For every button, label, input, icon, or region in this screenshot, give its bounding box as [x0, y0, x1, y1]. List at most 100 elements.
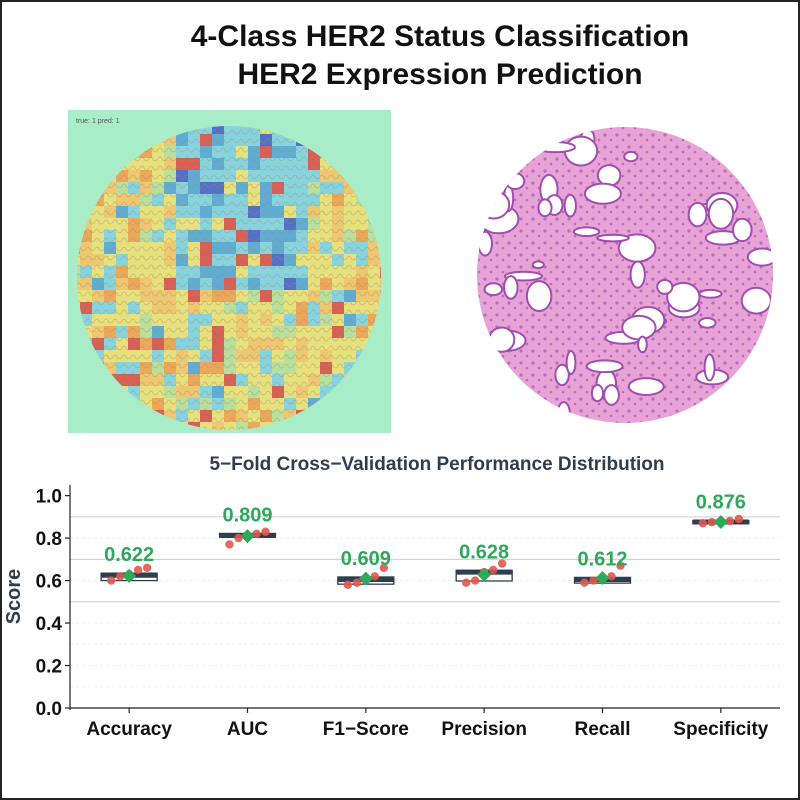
he-lumen	[531, 260, 545, 270]
he-lumen	[477, 189, 511, 220]
x-tick-label: Specificity	[673, 719, 768, 740]
fold-point	[370, 572, 380, 581]
mean-value-label: 0.628	[459, 541, 509, 563]
he-lumen	[627, 377, 665, 397]
y-tick-label: 1.0	[36, 487, 62, 508]
he-lumen	[487, 134, 509, 162]
mean-marker-4	[595, 571, 610, 586]
he-lumen	[572, 226, 601, 238]
he-lumen	[556, 401, 571, 423]
y-axis-label: Score	[3, 569, 25, 625]
figure-title-line2: HER2 Expression Prediction	[237, 58, 643, 91]
he-lumen	[698, 317, 717, 329]
fold-point	[725, 516, 735, 526]
he-lumen	[656, 278, 674, 295]
he-lumen	[629, 260, 646, 289]
mean-marker-3	[477, 567, 492, 582]
figure-title-line1: 4-Class HER2 Status Classification	[190, 20, 690, 53]
x-tick-label: Recall	[575, 719, 631, 740]
fold-point	[461, 578, 471, 587]
he-lumen	[596, 164, 622, 187]
he-lumen	[565, 350, 577, 375]
fold-point	[497, 559, 507, 568]
he-lumen	[740, 286, 772, 315]
fold-point	[225, 540, 234, 549]
he-lumen	[637, 335, 648, 354]
he-lumen	[603, 384, 620, 406]
he-lumen	[623, 150, 639, 163]
mean-value-label: 0.609	[341, 548, 391, 570]
fold-point	[580, 578, 589, 587]
fold-point	[115, 572, 125, 581]
he-lumen	[504, 172, 526, 191]
he-tissue-lumens	[477, 128, 773, 423]
fold-point	[352, 578, 362, 587]
mean-marker-5	[713, 514, 728, 529]
he-lumen	[746, 247, 773, 267]
he-lumen	[583, 182, 622, 205]
he-tissue-core	[477, 127, 773, 423]
he-lumen	[621, 314, 657, 341]
fold-point	[470, 576, 480, 585]
he-tissue-panel	[477, 127, 773, 423]
mean-marker-0	[122, 568, 137, 583]
he-lumen	[477, 198, 494, 207]
fold-point	[589, 576, 598, 585]
he-lumen	[563, 193, 577, 218]
fold-point	[234, 533, 243, 543]
mean-value-label: 0.612	[577, 548, 627, 570]
y-tick-label: 0.0	[36, 699, 62, 720]
chart-title: 5−Fold Cross−Validation Performance Dist…	[209, 454, 664, 475]
heatmap-overlay-label: true: 1 pred: 1	[76, 118, 120, 125]
cv-performance-chart: 5−Fold Cross−Validation Performance Dist…	[3, 454, 780, 740]
he-lumen	[483, 282, 504, 297]
he-lumen	[596, 233, 630, 243]
he-lumen	[707, 197, 735, 230]
he-lumen	[698, 288, 723, 299]
fold-point	[142, 563, 152, 573]
x-tick-label: AUC	[227, 719, 268, 740]
mean-value-label: 0.622	[104, 544, 154, 566]
he-lumen	[488, 326, 516, 353]
fold-point	[734, 514, 744, 524]
x-tick-label: Accuracy	[86, 719, 172, 740]
x-tick-label: F1−Score	[323, 719, 409, 740]
fold-point	[488, 565, 498, 575]
fold-point	[261, 527, 270, 536]
fold-point	[379, 563, 389, 573]
y-tick-label: 0.2	[36, 657, 62, 678]
he-lumen	[732, 217, 753, 243]
he-lumen	[751, 360, 772, 393]
y-tick-label: 0.4	[36, 614, 63, 635]
he-lumen	[477, 230, 493, 257]
he-lumen	[483, 404, 513, 413]
he-lumen	[703, 353, 716, 382]
y-tick-label: 0.8	[36, 529, 62, 550]
mean-value-label: 0.809	[222, 504, 272, 526]
fold-point	[607, 572, 616, 581]
he-lumen	[585, 359, 624, 374]
he-lumen	[711, 390, 741, 406]
fold-point	[343, 580, 353, 590]
attention-heatmap-panel: true: 1 pred: 1	[68, 110, 391, 433]
fold-point	[707, 517, 717, 527]
he-lumen	[534, 141, 576, 154]
he-lumen	[590, 383, 605, 403]
mean-marker-2	[358, 571, 373, 586]
y-tick-label: 0.6	[36, 572, 62, 593]
he-lumen	[537, 198, 553, 218]
fold-point	[106, 576, 116, 585]
x-tick-label: Precision	[441, 719, 527, 740]
he-lumen	[503, 275, 519, 300]
fold-point	[252, 529, 261, 539]
mean-marker-1	[240, 529, 255, 544]
fold-point	[616, 561, 625, 570]
he-lumen	[666, 281, 701, 313]
mean-value-label: 0.876	[696, 492, 746, 514]
he-lumen	[687, 201, 708, 228]
he-lumen	[483, 161, 514, 188]
fold-point	[133, 565, 143, 575]
he-lumen	[525, 280, 553, 313]
fold-point	[698, 519, 708, 528]
